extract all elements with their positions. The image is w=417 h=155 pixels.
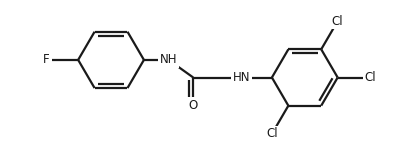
Text: Cl: Cl (266, 127, 278, 140)
Text: F: F (43, 53, 50, 66)
Text: HN: HN (233, 71, 250, 84)
Text: Cl: Cl (332, 15, 344, 28)
Text: Cl: Cl (365, 71, 377, 84)
Text: O: O (188, 99, 198, 112)
Text: NH: NH (160, 53, 177, 66)
